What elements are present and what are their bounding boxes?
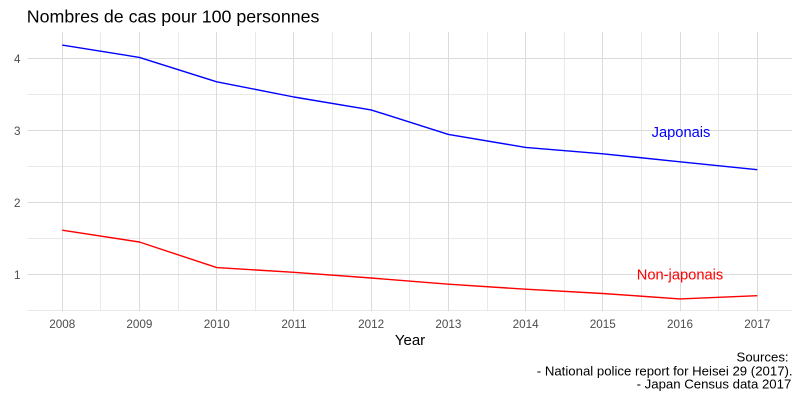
svg-text:Sources:: Sources:	[737, 350, 789, 365]
svg-text:2011: 2011	[281, 318, 306, 331]
svg-text:2009: 2009	[126, 318, 152, 331]
svg-text:4: 4	[14, 53, 21, 66]
svg-text:2008: 2008	[49, 318, 75, 331]
svg-text:1: 1	[14, 269, 21, 282]
svg-text:2016: 2016	[667, 318, 693, 331]
svg-text:3: 3	[14, 125, 21, 138]
svg-text:2014: 2014	[513, 318, 540, 331]
svg-text:2015: 2015	[590, 318, 617, 331]
svg-text:2: 2	[14, 197, 21, 210]
svg-text:Japonais: Japonais	[652, 125, 711, 141]
svg-text:- National police report for H: - National police report for Heisei 29 (…	[537, 363, 793, 378]
svg-text:Non-japonais: Non-japonais	[637, 267, 724, 283]
svg-text:2010: 2010	[204, 318, 231, 331]
svg-text:2017: 2017	[744, 318, 770, 331]
svg-text:Year: Year	[395, 332, 425, 349]
svg-text:Nombres de cas pour 100 person: Nombres de cas pour 100 personnes	[27, 7, 320, 27]
svg-text:2012: 2012	[358, 318, 384, 331]
svg-text:2013: 2013	[435, 318, 461, 331]
svg-text:- Japan Census data 2017: - Japan Census data 2017	[637, 377, 792, 392]
